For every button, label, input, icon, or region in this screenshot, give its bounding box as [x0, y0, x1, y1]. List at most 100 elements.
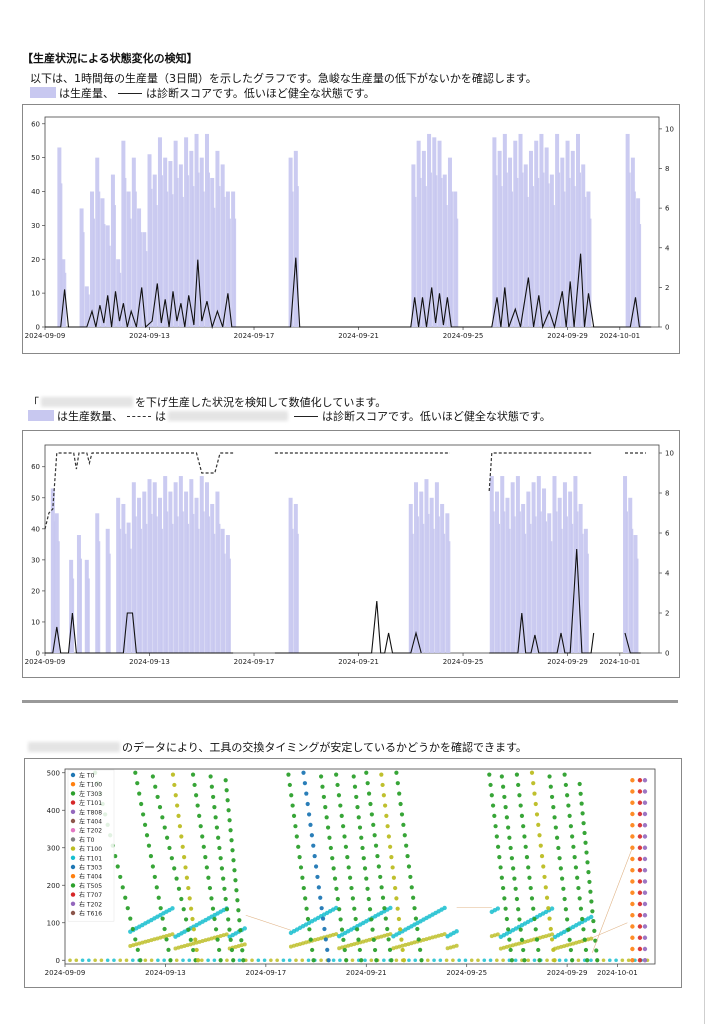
production-bar	[145, 251, 148, 327]
tool-count-point	[457, 958, 461, 963]
tool-count-point	[356, 937, 361, 942]
tool-count-point	[397, 944, 402, 949]
tool-count-point	[545, 958, 549, 963]
tool-count-point	[309, 833, 314, 838]
tool-count-point	[375, 853, 380, 859]
tool-count-point	[432, 958, 436, 963]
section-2-line-2-a: は生産数量、	[57, 410, 123, 423]
production-bar	[550, 541, 553, 653]
tool-count-point	[364, 770, 369, 775]
x-tick-label: 2024-09-25	[443, 658, 484, 666]
production-bar	[129, 218, 132, 327]
tool-count-point	[372, 833, 377, 838]
tool-count-point	[501, 885, 506, 891]
x-tick-label: 2024-09-09	[25, 332, 66, 340]
tool-count-point	[366, 791, 372, 796]
score-legend-line-2	[294, 416, 318, 417]
y-left-tick-label: 40	[31, 525, 40, 533]
production-bar	[422, 523, 425, 653]
tool-count-point	[337, 907, 342, 912]
y-right-tick-label: 2	[665, 284, 669, 292]
production-bar	[82, 232, 85, 327]
tool-count-point	[169, 856, 174, 861]
production-bar	[414, 482, 419, 653]
tool-count-point	[173, 946, 178, 951]
production-bar	[565, 140, 570, 327]
production-bar	[578, 503, 583, 653]
legend-label: 右 T101	[79, 854, 102, 862]
tool-count-point	[356, 815, 361, 820]
y-left-tick-label: 30	[31, 556, 40, 564]
production-bar	[576, 511, 579, 653]
production-bar	[288, 497, 293, 653]
production-bar	[516, 177, 519, 327]
tool-count-point	[519, 940, 524, 945]
tool-count-point	[637, 890, 643, 895]
chart-1-frame: 0 10 20 30 40 50 60 0 2 4 6 8 10 2024-09-09 2024-09-13…	[22, 104, 680, 354]
tool-count-point	[374, 958, 379, 963]
tool-count-point	[400, 943, 405, 948]
tool-count-point	[588, 889, 593, 894]
production-bar	[131, 157, 136, 327]
tool-count-point	[394, 770, 399, 775]
production-bar	[213, 207, 216, 327]
tool-count-point	[183, 865, 188, 870]
override-score-chart: 0 10 20 30 40 50 60 0 2 4 6 8 10 2024-09-09 2024-09-13…	[25, 444, 674, 666]
tool-count-point	[531, 906, 536, 911]
production-bar	[223, 553, 226, 653]
production-bar	[152, 482, 157, 653]
production-bar	[225, 535, 230, 653]
tool-count-point	[513, 886, 518, 891]
tool-count-point	[319, 958, 323, 963]
tool-count-point	[112, 958, 116, 963]
tool-count-point	[294, 958, 298, 963]
tool-count-point	[529, 896, 535, 901]
production-bar	[155, 205, 158, 327]
x-tick-label: 2024-09-17	[246, 969, 287, 977]
tool-count-point	[158, 906, 163, 911]
tool-count-point	[376, 864, 381, 869]
tool-count-point	[580, 916, 585, 922]
production-bar	[429, 497, 434, 653]
tool-count-point	[373, 843, 379, 848]
tool-count-point	[537, 958, 542, 963]
legend-marker	[70, 892, 76, 897]
tool-count-point	[301, 885, 306, 891]
production-bar	[456, 218, 459, 327]
tool-count-point	[131, 943, 136, 948]
tool-count-point	[601, 958, 606, 963]
production-bar	[223, 196, 226, 327]
production-legend-swatch-2	[28, 410, 54, 421]
tool-count-point	[642, 856, 648, 862]
production-bar	[213, 533, 216, 653]
tool-count-point	[190, 916, 195, 922]
tool-count-point	[330, 856, 335, 861]
tool-count-point	[551, 947, 556, 952]
production-bar	[194, 497, 199, 653]
tool-count-point	[512, 876, 517, 881]
tool-count-point	[124, 958, 129, 963]
tool-count-point	[549, 794, 555, 800]
tool-count-point	[120, 885, 125, 890]
legend-marker	[70, 809, 76, 814]
tool-count-point	[342, 947, 347, 953]
connector-line	[592, 922, 628, 939]
tool-count-point	[315, 874, 320, 880]
tool-count-point	[200, 938, 205, 943]
tool-count-point	[637, 823, 643, 828]
production-bar	[571, 523, 574, 653]
tool-count-point	[156, 958, 160, 963]
production-bar	[110, 174, 115, 327]
tool-count-point	[495, 906, 501, 911]
tool-count-point	[197, 813, 202, 818]
tool-count-point	[518, 927, 523, 932]
tool-count-point	[563, 782, 568, 788]
tool-count-point	[312, 853, 317, 859]
tool-count-point	[642, 811, 648, 817]
tool-count-point	[382, 933, 387, 938]
tool-count-point	[313, 864, 319, 869]
tool-count-point	[363, 958, 367, 963]
production-bar	[160, 175, 163, 327]
production-bar	[184, 491, 189, 653]
production-bar	[562, 482, 567, 653]
